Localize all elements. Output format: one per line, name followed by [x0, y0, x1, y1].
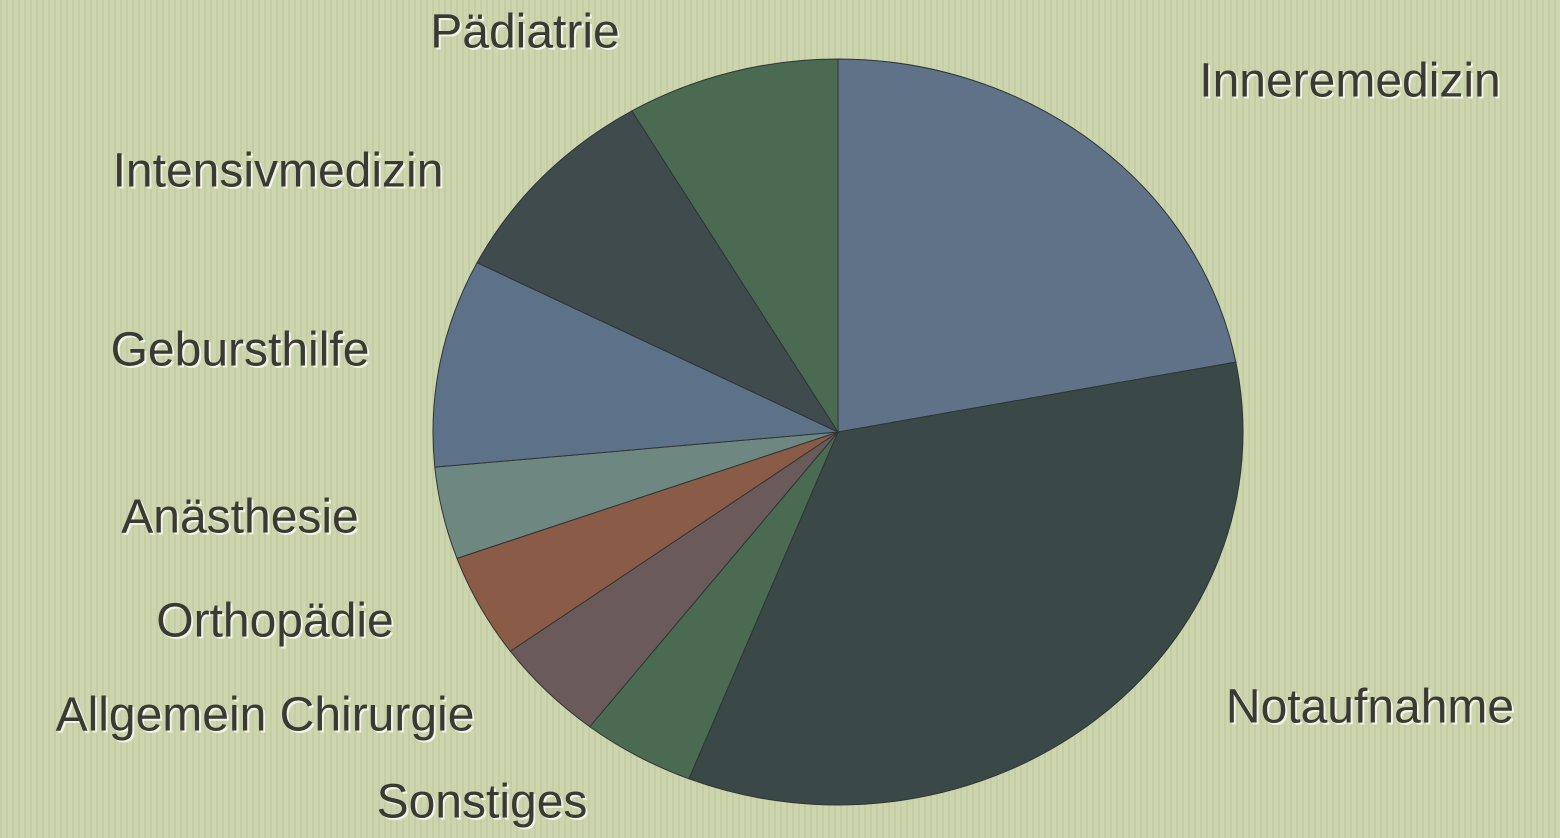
pie: [432, 58, 1244, 806]
slice-label: Notaufnahme: [1226, 681, 1514, 734]
pie-slice: [837, 58, 1237, 433]
slice-label: Orthopädie: [156, 595, 394, 648]
slice-label: Anästhesie: [121, 491, 359, 544]
slice-label: Intensivmedizin: [113, 145, 444, 198]
slice-label: Sonstiges: [377, 776, 588, 829]
pie-slice: [476, 110, 840, 434]
pie-slice: [631, 58, 839, 434]
slice-label: Pädiatrie: [430, 6, 619, 59]
slice-label: Inneremedizin: [1199, 55, 1501, 108]
pie-slice: [432, 262, 840, 468]
slice-label: Gebursthilfe: [111, 324, 370, 377]
pie-slice: [688, 361, 1244, 806]
slice-label: Allgemein Chirurgie: [56, 689, 475, 742]
